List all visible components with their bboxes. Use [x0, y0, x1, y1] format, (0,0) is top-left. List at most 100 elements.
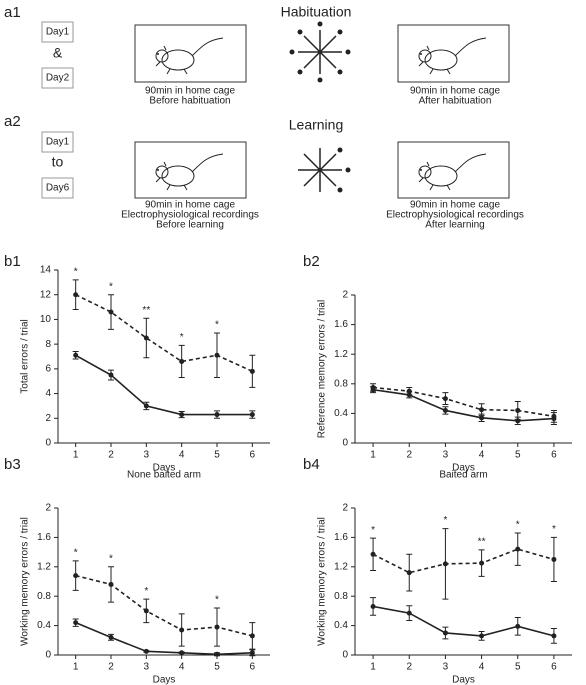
x-axis-label: Days [452, 463, 475, 474]
data-point [143, 403, 149, 409]
y-tick-label: 1.6 [37, 532, 51, 543]
panel-label: b1 [4, 253, 21, 270]
y-tick-label: 0.4 [37, 620, 51, 631]
data-point [143, 608, 149, 614]
significance-marker: * [180, 332, 184, 343]
y-axis-label: Reference memory errors / trial [317, 300, 328, 438]
caption: Electrophysiological recordings [121, 210, 259, 221]
significance-marker: * [552, 524, 556, 535]
data-point [551, 633, 557, 639]
data-point [179, 650, 185, 656]
x-tick-label: 5 [214, 450, 220, 461]
y-tick-label: 6 [45, 363, 51, 374]
chart-title: Baited arm [439, 470, 487, 481]
x-tick-label: 3 [144, 450, 150, 461]
x-tick-label: 4 [479, 450, 485, 461]
y-tick-label: 0 [45, 438, 51, 449]
data-point [214, 352, 220, 358]
day-label: Day2 [46, 73, 70, 84]
x-tick-label: 2 [108, 662, 114, 673]
y-tick-label: 8 [45, 339, 51, 350]
chart: b2 0 0.4 0.8 1.2 1.6 2 1 2 3 4 5 6 Days Reference memo… [303, 253, 572, 474]
significance-marker: * [371, 525, 375, 536]
x-tick-label: 6 [250, 662, 256, 673]
data-point [406, 392, 412, 398]
y-tick-label: 2 [342, 503, 348, 514]
x-tick-label: 3 [144, 662, 150, 673]
day-connector: & [53, 45, 63, 61]
y-tick-label: 0.8 [37, 591, 51, 602]
radial-maze [298, 30, 342, 74]
data-point [515, 623, 521, 629]
caption: After habituation [419, 96, 492, 107]
x-tick-label: 5 [515, 450, 521, 461]
day-connector: to [52, 154, 64, 170]
data-point [249, 412, 255, 418]
data-point [479, 415, 485, 421]
day-box [41, 67, 74, 89]
significance-marker: * [215, 320, 219, 331]
x-tick-label: 1 [370, 450, 376, 461]
data-point [108, 581, 114, 587]
y-tick-label: 1.2 [37, 561, 51, 572]
y-tick-label: 0.8 [334, 378, 348, 389]
x-axis-label: Days [452, 675, 475, 685]
significance-marker: * [109, 281, 113, 292]
x-tick-label: 6 [250, 450, 256, 461]
x-tick-label: 3 [443, 662, 449, 673]
y-axis-label: Working memory errors / trial [20, 517, 31, 646]
data-point [249, 368, 255, 374]
caption: Before habituation [149, 96, 230, 107]
data-point [179, 358, 185, 364]
x-tick-label: 6 [551, 450, 557, 461]
data-point [143, 335, 149, 341]
data-point [442, 396, 448, 402]
y-tick-label: 10 [40, 314, 52, 325]
caption: After learning [425, 220, 484, 231]
series-line [75, 574, 253, 637]
data-point [214, 651, 220, 657]
data-point [108, 309, 114, 315]
caption: 90min in home cage [145, 86, 235, 97]
data-point [108, 372, 114, 378]
series-line [373, 386, 555, 418]
panel-label: a2 [4, 113, 21, 130]
home-cage [134, 24, 247, 83]
data-point [442, 630, 448, 636]
series-line [75, 354, 253, 416]
y-tick-label: 0 [342, 650, 348, 661]
chart: b3 None baited arm 0 0.4 0.8 1.2 1.6 2 1 2 3 4 5 6 Day… [4, 456, 270, 685]
x-axis-label: Days [153, 675, 176, 685]
x-tick-label: 2 [406, 450, 412, 461]
significance-marker: * [109, 553, 113, 564]
data-point [515, 418, 521, 424]
significance-marker: * [144, 586, 148, 597]
data-point [179, 627, 185, 633]
data-point [479, 560, 485, 566]
data-point [515, 546, 521, 552]
x-tick-label: 3 [443, 450, 449, 461]
series-line [372, 548, 555, 574]
data-point [370, 387, 376, 393]
y-axis-label: Total errors / trial [20, 319, 31, 393]
series-line [372, 605, 555, 637]
data-point [515, 407, 521, 413]
data-point [73, 292, 79, 298]
day-label: Day1 [46, 27, 70, 38]
series-line [75, 621, 253, 656]
y-tick-label: 12 [40, 289, 52, 300]
day-box [41, 131, 74, 153]
x-tick-label: 4 [179, 450, 185, 461]
series-line [372, 388, 554, 422]
day-box [41, 177, 74, 199]
data-point [249, 633, 255, 639]
maze-food [289, 21, 351, 83]
x-tick-label: 2 [406, 662, 412, 673]
caption: 90min in home cage [410, 200, 500, 211]
y-tick-label: 1.2 [334, 561, 348, 572]
x-tick-label: 4 [479, 662, 485, 673]
significance-marker: * [74, 267, 78, 278]
data-point [73, 352, 79, 358]
